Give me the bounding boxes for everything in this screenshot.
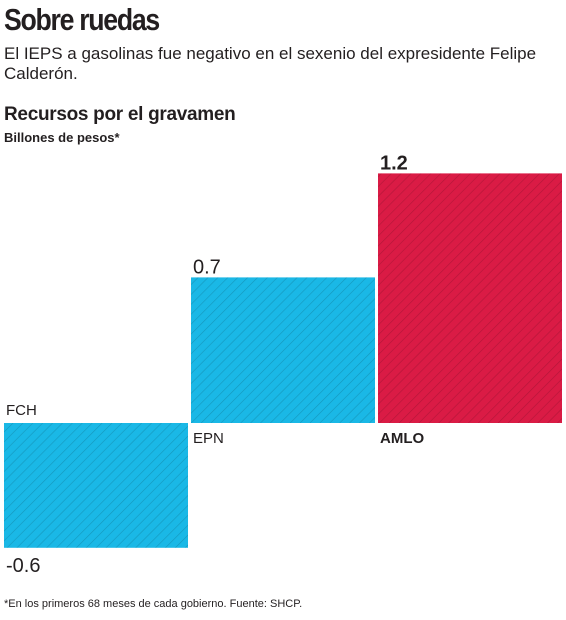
category-label-epn: EPN [193, 430, 224, 447]
footnote: *En los primeros 68 meses de cada gobier… [4, 598, 303, 610]
chart-headline: Sobre ruedas [4, 2, 160, 37]
category-label-fch: FCH [6, 402, 37, 419]
value-label-fch: -0.6 [6, 555, 40, 577]
bar-amlo [378, 173, 562, 423]
bar-fch [4, 423, 188, 548]
bar-epn [191, 277, 375, 423]
chart-subtitle: El IEPS a gasolinas fue negativo en el s… [4, 44, 537, 83]
value-label-epn: 0.7 [193, 256, 221, 278]
category-label-amlo: AMLO [380, 430, 424, 447]
value-label-amlo: 1.2 [380, 152, 408, 174]
chart-title: Recursos por el gravamen [4, 104, 236, 125]
unit-label: Billones de pesos* [4, 130, 120, 145]
